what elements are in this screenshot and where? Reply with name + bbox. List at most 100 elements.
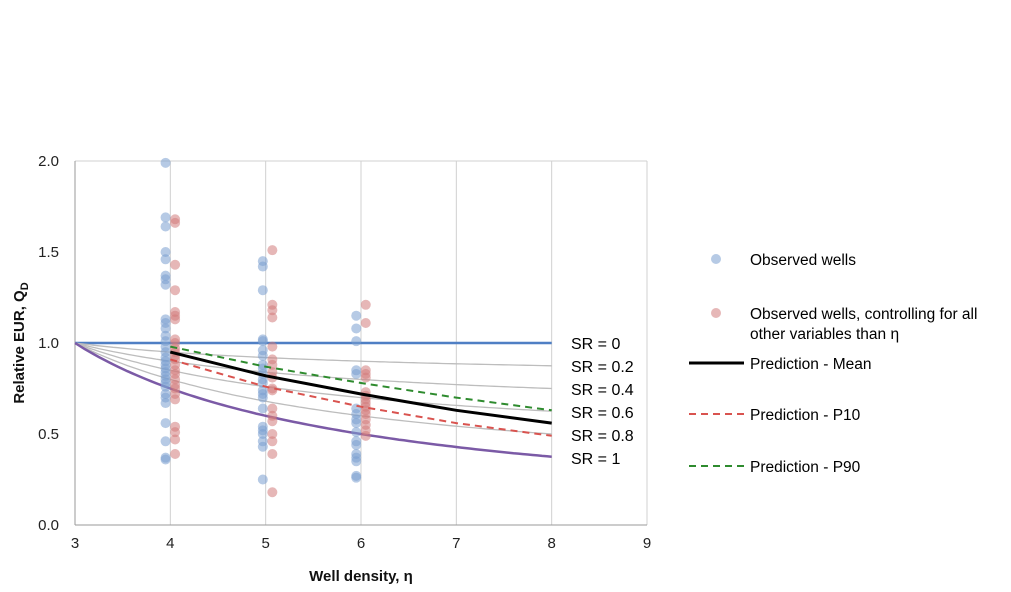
x-tick-label-3: 3 [71,535,79,552]
observed-point-0 [160,157,171,168]
observed-point-51 [257,441,268,452]
controlled-point-27 [267,305,278,316]
x-tick-label-9: 9 [643,535,651,552]
observed-point-69 [351,472,362,483]
sr-curve-5 [74,341,552,458]
observed-point-45 [257,392,268,403]
observed-point-2 [160,221,171,232]
sr-label-0: SR = 0 [571,336,620,353]
y-tick-label-2.0: 2.0 [38,153,59,170]
controlled-point-44 [360,317,371,328]
x-tick-label-4: 4 [166,535,174,552]
legend-label-controlled: Observed wells, controlling for all othe… [750,306,982,343]
controlled-point-40 [267,436,278,447]
controlled-point-23 [170,434,181,445]
controlled-point-22 [170,427,181,438]
x-axis-title: Well density, η [309,568,413,585]
controlled-point-58 [360,430,371,441]
prediction-lines [169,345,552,437]
observed-point-46 [257,403,268,414]
observed-point-62 [351,427,362,438]
legend-label-controlled-line1: Observed wells, controlling for all [750,306,977,323]
controlled-point-20 [170,394,181,405]
x-tick-label-6: 6 [357,535,365,552]
x-tick-label-7: 7 [452,535,460,552]
x-tick-label-5: 5 [261,535,269,552]
legend-label-p10: Prediction - P10 [750,407,861,424]
y-tick-label-0.5: 0.5 [38,426,59,443]
scatter-points [160,157,371,498]
legend-label-mean: Prediction - Mean [750,356,871,373]
observed-point-7 [160,279,171,290]
mean-line [169,350,552,425]
controlled-point-42 [267,487,278,498]
observed-point-67 [351,456,362,467]
observed-point-61 [351,418,362,429]
observed-point-32 [257,261,268,272]
controlled-point-2 [170,259,181,270]
legend-label-controlled-line2: other variables than η [750,326,899,343]
y-tick-label-1.5: 1.5 [38,244,59,261]
legend: Observed wells Observed wells, controlli… [689,252,982,476]
sr-label-5: SR = 1 [571,451,620,468]
controlled-point-43 [360,299,371,310]
controlled-point-47 [360,372,371,383]
controlled-point-24 [170,449,181,460]
observed-point-37 [257,350,268,361]
observed-point-10 [160,323,171,334]
sr-labels: SR = 0 SR = 0.2 SR = 0.4 SR = 0.6 SR = 0.8 SR… [571,336,634,468]
x-tick-label-8: 8 [547,535,555,552]
y-axis-title-main: Relative EUR, Q [11,290,28,404]
observed-point-35 [257,336,268,347]
legend-item-p10: Prediction - P10 [689,407,861,424]
observed-point-26 [160,398,171,409]
legend-item-controlled: Observed wells, controlling for all othe… [711,306,982,343]
observed-point-49 [257,429,268,439]
controlled-point-6 [170,314,181,325]
sr-curve-4 [74,342,552,435]
legend-marker-controlled [711,308,721,318]
sr-curve-2 [74,342,552,390]
y-axis-title: Relative EUR, QD [11,282,31,403]
controlled-point-41 [267,449,278,460]
y-tick-label-0.0: 0.0 [38,517,59,534]
observed-point-27 [160,418,171,429]
sr-curve-3 [74,342,552,412]
observed-point-33 [257,285,268,296]
controlled-point-38 [267,416,278,427]
observed-point-4 [160,254,171,265]
legend-marker-observed [711,254,721,264]
legend-item-mean: Prediction - Mean [689,356,871,373]
controlled-point-1 [170,217,181,228]
sr-label-2: SR = 0.4 [571,382,634,399]
observed-point-52 [257,474,268,485]
sr-label-4: SR = 0.8 [571,428,634,445]
sr-label-1: SR = 0.2 [571,359,634,376]
y-axis-title-subscript: D [19,282,31,290]
tick-labels: 3 4 5 6 7 8 9 0.0 0.5 1.0 1.5 2.0 [38,153,651,552]
sr-curve-1 [74,342,552,367]
observed-point-64 [351,439,362,450]
observed-point-30 [160,454,171,465]
legend-item-observed: Observed wells [711,252,856,269]
controlled-point-28 [267,312,278,323]
legend-label-p90: Prediction - P90 [750,459,861,476]
observed-point-55 [351,336,362,347]
observed-point-3 [160,247,171,257]
sr-label-3: SR = 0.6 [571,405,634,422]
observed-point-42 [257,378,268,389]
legend-item-p90: Prediction - P90 [689,459,861,476]
controlled-point-39 [267,429,278,439]
observed-point-53 [351,310,362,321]
sr-curves [74,341,552,458]
controlled-point-29 [267,341,278,352]
observed-point-23 [160,381,171,392]
observed-point-57 [351,368,362,379]
controlled-point-25 [267,245,278,256]
y-tick-label-1.0: 1.0 [38,335,59,352]
legend-label-observed: Observed wells [750,252,856,269]
observed-point-28 [160,436,171,447]
controlled-point-3 [170,285,181,296]
observed-point-54 [351,323,362,334]
